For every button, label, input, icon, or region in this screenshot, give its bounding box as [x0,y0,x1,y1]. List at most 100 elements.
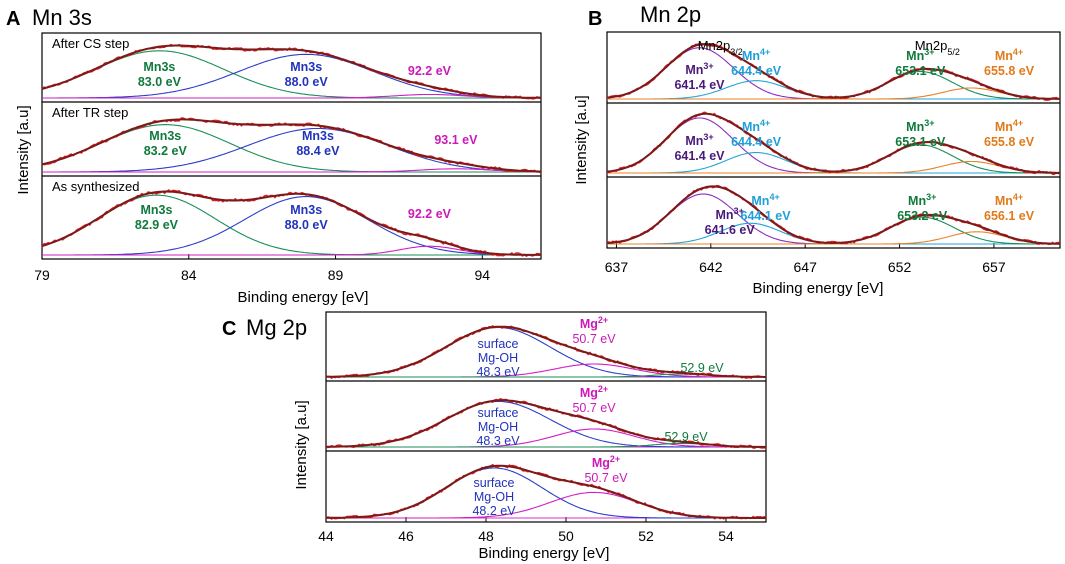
peak-ion-label: Mn4+ [742,118,770,134]
peak-label: 52.9 eV [680,361,724,375]
peak-ion-label: Mg2+ [580,384,608,400]
envelope-curve [326,464,766,519]
peak-label: 83.2 eV [144,144,188,158]
peak-ion-label: Mn4+ [751,192,779,208]
peak-label: Mn3s [140,203,172,217]
x-tick-label: 94 [475,267,491,283]
orbital-header-label: Mn2p3/2 [698,38,743,57]
peak-ion-label: Mn3+ [716,206,744,222]
panel-b-title: Mn 2p [640,2,701,27]
component-curve [607,231,1060,245]
panel-b-ylabel: Intensity [a.u] [573,95,590,184]
panel-b-label: B [588,8,602,30]
component-curve [607,160,1060,174]
x-tick-label: 44 [318,528,334,544]
panel-c-label: C [222,318,236,340]
peak-value-label: 641.4 eV [674,78,725,92]
peak-value-label: 653.2 eV [897,209,948,223]
peak-label: surface [478,406,519,420]
peak-label: 48.3 eV [476,365,520,379]
panel-a-mn3s: A Mn 3s Intensity [a.u] Binding energy [… [6,5,542,306]
envelope-curve [41,118,541,173]
subpanel-label: After CS step [52,36,129,51]
peak-label: Mn3s [290,203,322,217]
panel-c-mg2p: C Mg 2p Intensity [a.u] Binding energy [… [222,311,767,562]
peak-label: Mn3s [290,60,322,74]
component-curve [42,127,541,173]
component-curve [42,93,541,99]
x-tick-label: 642 [699,259,723,275]
x-tick-label: 652 [888,259,912,275]
envelope-curve [606,43,1060,100]
peak-ion-label: Mn4+ [995,192,1023,208]
peak-value-label: 655.8 eV [984,64,1035,78]
peak-label: Mg-OH [478,351,518,365]
x-tick-label: 84 [181,267,197,283]
peak-label: 92.2 eV [408,207,452,221]
component-curve [42,196,541,256]
panel-a-ylabel: Intensity [a.u] [15,105,32,194]
x-tick-label: 657 [982,259,1006,275]
panel-b-xlabel: Binding energy [eV] [753,280,884,297]
peak-ion-label: Mn3+ [685,132,713,148]
peak-label: Mn3s [302,129,334,143]
peak-value-label: 641.6 eV [705,223,756,237]
x-tick-label: 52 [638,528,654,544]
x-tick-label: 637 [605,259,629,275]
peak-value-label: 50.7 eV [572,401,616,415]
envelope-curve [606,112,1060,174]
peak-label: Mn3s [149,129,181,143]
peak-value-label: 655.8 eV [984,135,1035,149]
peak-label: Mn3s [143,60,175,74]
peak-label: surface [478,337,519,351]
envelope-curve [606,185,1060,245]
peak-label: 88.0 eV [285,218,329,232]
peak-ion-label: Mn3+ [906,47,934,63]
panel-a-label: A [6,8,20,30]
component-curve [41,124,541,173]
peak-label: 88.0 eV [285,75,329,89]
peak-label: 92.2 eV [408,64,452,78]
peak-label: 88.4 eV [296,144,340,158]
peak-label: surface [474,476,515,490]
x-tick-label: 79 [34,267,50,283]
peak-value-label: 641.4 eV [674,149,725,163]
peak-value-label: 50.7 eV [584,471,628,485]
x-tick-label: 50 [558,528,574,544]
peak-label: 48.3 eV [476,434,520,448]
peak-value-label: 644.1 eV [741,209,792,223]
raw-data-curve [325,463,767,520]
envelope-curve [326,325,766,378]
panel-a-title: Mn 3s [32,5,92,30]
component-curve [607,87,1060,100]
x-tick-label: 89 [328,267,344,283]
peak-value-label: 656.1 eV [984,209,1035,223]
x-tick-label: 647 [794,259,818,275]
plot-frame [606,31,1061,249]
plot-frame [41,32,542,260]
peak-ion-label: Mn3+ [908,192,936,208]
peak-value-label: 50.7 eV [572,332,616,346]
peak-ion-label: Mn4+ [995,118,1023,134]
panel-b-mn2p: B Mn 2p Intensity [a.u] Binding energy [… [573,2,1061,297]
panel-c-xlabel: Binding energy [eV] [479,545,610,562]
subpanel-label: After TR step [52,105,128,120]
panel-c-ylabel: Intensity [a.u] [293,400,310,489]
x-tick-label: 54 [718,528,734,544]
peak-value-label: 644.4 eV [731,64,782,78]
panel-a-xlabel: Binding energy [eV] [238,289,369,306]
peak-label: 52.9 eV [664,430,708,444]
component-curve [42,53,541,99]
peak-value-label: 644.4 eV [731,135,782,149]
component-curve [42,245,541,256]
x-tick-label: 48 [478,528,494,544]
peak-ion-label: Mn4+ [995,47,1023,63]
component-curve [42,168,541,173]
x-tick-label: 46 [398,528,414,544]
peak-label: 82.9 eV [135,218,179,232]
peak-label: 93.1 eV [434,133,478,147]
subpanel-label: As synthesized [52,179,139,194]
